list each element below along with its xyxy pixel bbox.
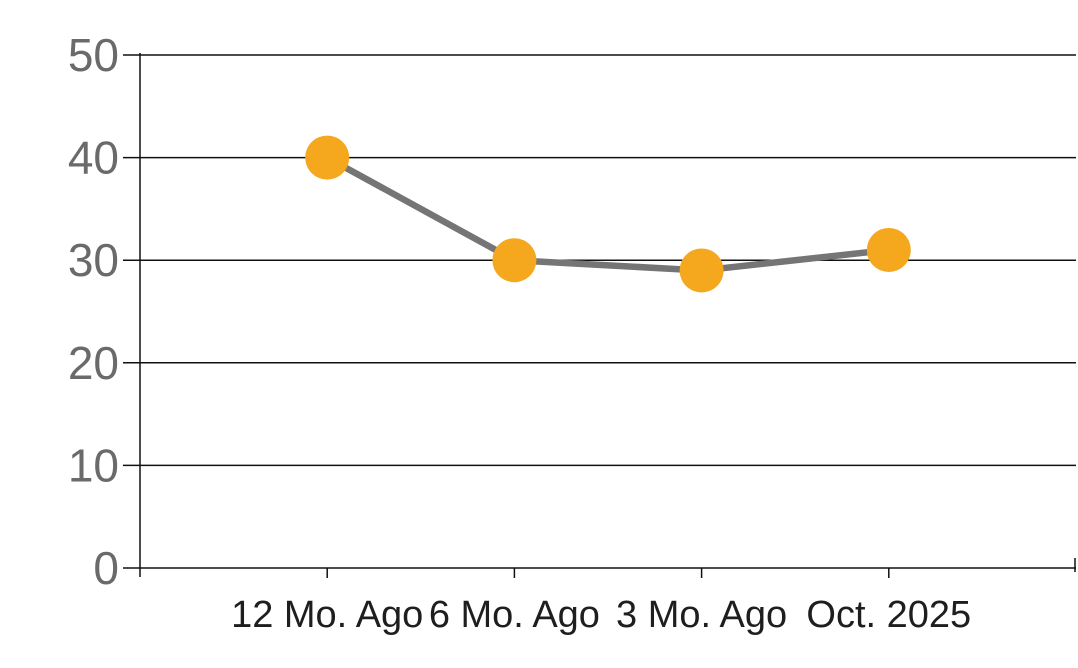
data-point-marker	[866, 227, 911, 272]
y-axis-tick-label: 10	[68, 439, 119, 491]
y-axis-tick-label: 20	[68, 337, 119, 389]
x-axis-tick-label: 3 Mo. Ago	[616, 594, 787, 636]
data-point-marker	[679, 248, 724, 293]
y-axis-tick-label: 40	[68, 132, 119, 184]
x-axis-tick-label: Oct. 2025	[806, 594, 971, 636]
series-line	[323, 154, 893, 274]
y-axis-tick-label: 50	[68, 29, 119, 81]
data-point-marker	[305, 135, 350, 180]
y-axis-tick-label: 30	[68, 234, 119, 286]
x-axis-tick-label: 12 Mo. Ago	[231, 594, 423, 636]
data-point-marker	[492, 238, 537, 283]
x-axis-tick-label: 6 Mo. Ago	[429, 594, 600, 636]
y-axis-tick-label: 0	[93, 542, 119, 594]
